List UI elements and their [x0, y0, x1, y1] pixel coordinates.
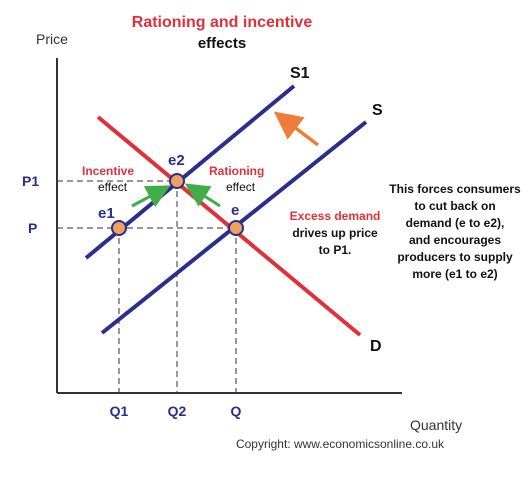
label-e2: e2 [168, 152, 185, 169]
label-s: S [372, 102, 383, 119]
excess-demand-line-1: Excess demand [290, 209, 381, 223]
title-line-2: effects [198, 35, 246, 52]
point-e2 [169, 173, 185, 189]
tick-q2: Q2 [168, 403, 187, 419]
note-line-5: producers to supply [397, 250, 513, 264]
tick-q1: Q1 [110, 403, 129, 419]
copyright-text: Copyright: www.economicsonline.co.uk [236, 437, 445, 451]
title-line-1: Rationing and incentive [132, 14, 313, 31]
label-e: e [231, 202, 239, 219]
note-line-3: demand (e to e2), [406, 216, 505, 230]
label-e1: e1 [98, 205, 115, 222]
point-e1 [111, 220, 127, 236]
tick-q: Q [231, 403, 242, 419]
supply-shift-arrow [273, 111, 320, 147]
explanation-note: This forces consumers to cut back on dem… [389, 182, 521, 281]
label-s1: S1 [290, 65, 310, 82]
note-line-2: to cut back on [414, 199, 495, 213]
note-line-4: and encourages [409, 233, 501, 247]
incentive-arrow [131, 185, 171, 208]
excess-demand-line-2: drives up price [292, 226, 378, 240]
guide-lines [57, 180, 237, 393]
tick-p: P [28, 220, 37, 236]
x-axis-label: Quantity [410, 417, 462, 433]
label-d: D [370, 338, 382, 355]
point-e [228, 220, 244, 236]
rationing-arrow [184, 183, 221, 208]
tick-p1: P1 [22, 173, 39, 189]
rationing-label-line-2: effect [226, 180, 256, 194]
rationing-label-line-1: Rationing [209, 164, 264, 178]
excess-demand-line-3: to P1. [319, 243, 352, 257]
incentive-label-line-2: effect [98, 180, 128, 194]
incentive-label-line-1: Incentive [82, 164, 134, 178]
note-line-6: more (e1 to e2) [412, 267, 497, 281]
note-line-1: This forces consumers [389, 182, 521, 196]
y-axis-label: Price [36, 31, 68, 47]
